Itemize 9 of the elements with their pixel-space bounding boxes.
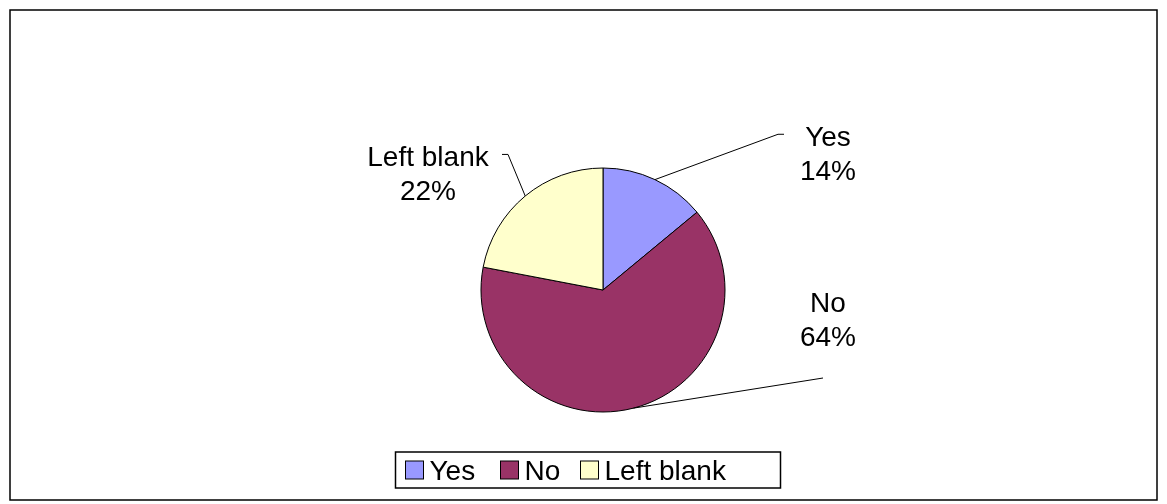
slice-label: Yes — [805, 121, 851, 153]
slice-label: No — [810, 287, 846, 318]
legend-label: No — [524, 455, 561, 486]
slice-label: Left blank — [367, 141, 490, 173]
data-label: 14% — [799, 155, 857, 187]
legend-label: Left blank — [604, 455, 727, 486]
data-label: 64% — [799, 321, 857, 352]
data-label: 22% — [399, 175, 457, 207]
legend-label: Yes — [429, 455, 476, 486]
